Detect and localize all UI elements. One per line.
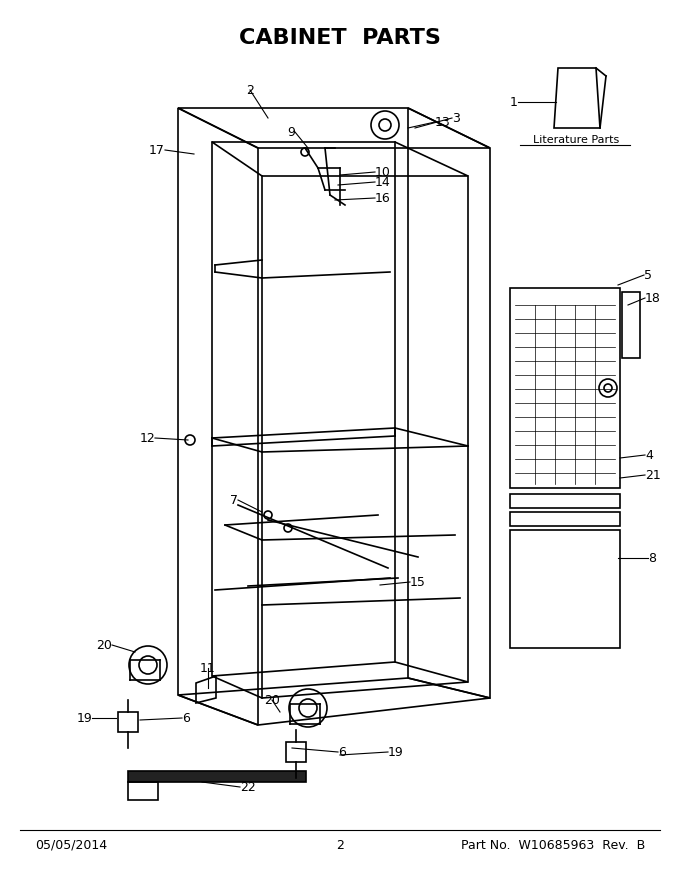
Text: 4: 4: [645, 449, 653, 461]
Text: 9: 9: [287, 126, 295, 138]
Text: 6: 6: [182, 712, 190, 724]
Text: 21: 21: [645, 468, 661, 481]
Text: 13: 13: [435, 115, 451, 128]
Text: 16: 16: [375, 192, 391, 204]
Text: 22: 22: [240, 781, 256, 794]
Text: 6: 6: [338, 745, 346, 759]
Text: 8: 8: [648, 552, 656, 564]
Text: 17: 17: [149, 143, 165, 157]
Text: 1: 1: [510, 96, 518, 108]
Text: 12: 12: [139, 431, 155, 444]
Text: 20: 20: [264, 693, 280, 707]
Text: 19: 19: [76, 712, 92, 724]
Text: 05/05/2014: 05/05/2014: [35, 839, 107, 852]
Text: 7: 7: [230, 494, 238, 507]
Text: 5: 5: [644, 268, 652, 282]
Text: 15: 15: [410, 576, 426, 589]
Text: 18: 18: [645, 291, 661, 304]
Text: 10: 10: [375, 165, 391, 179]
Text: 3: 3: [452, 112, 460, 124]
Text: Part No.  W10685963  Rev.  B: Part No. W10685963 Rev. B: [461, 839, 645, 852]
Text: 11: 11: [200, 662, 216, 674]
Text: 2: 2: [246, 84, 254, 97]
Text: 14: 14: [375, 175, 391, 188]
Text: 2: 2: [336, 839, 344, 852]
Text: CABINET  PARTS: CABINET PARTS: [239, 28, 441, 48]
Bar: [128, 771, 306, 782]
Text: 19: 19: [388, 745, 404, 759]
Text: 20: 20: [96, 639, 112, 651]
Text: Literature Parts: Literature Parts: [533, 135, 619, 145]
